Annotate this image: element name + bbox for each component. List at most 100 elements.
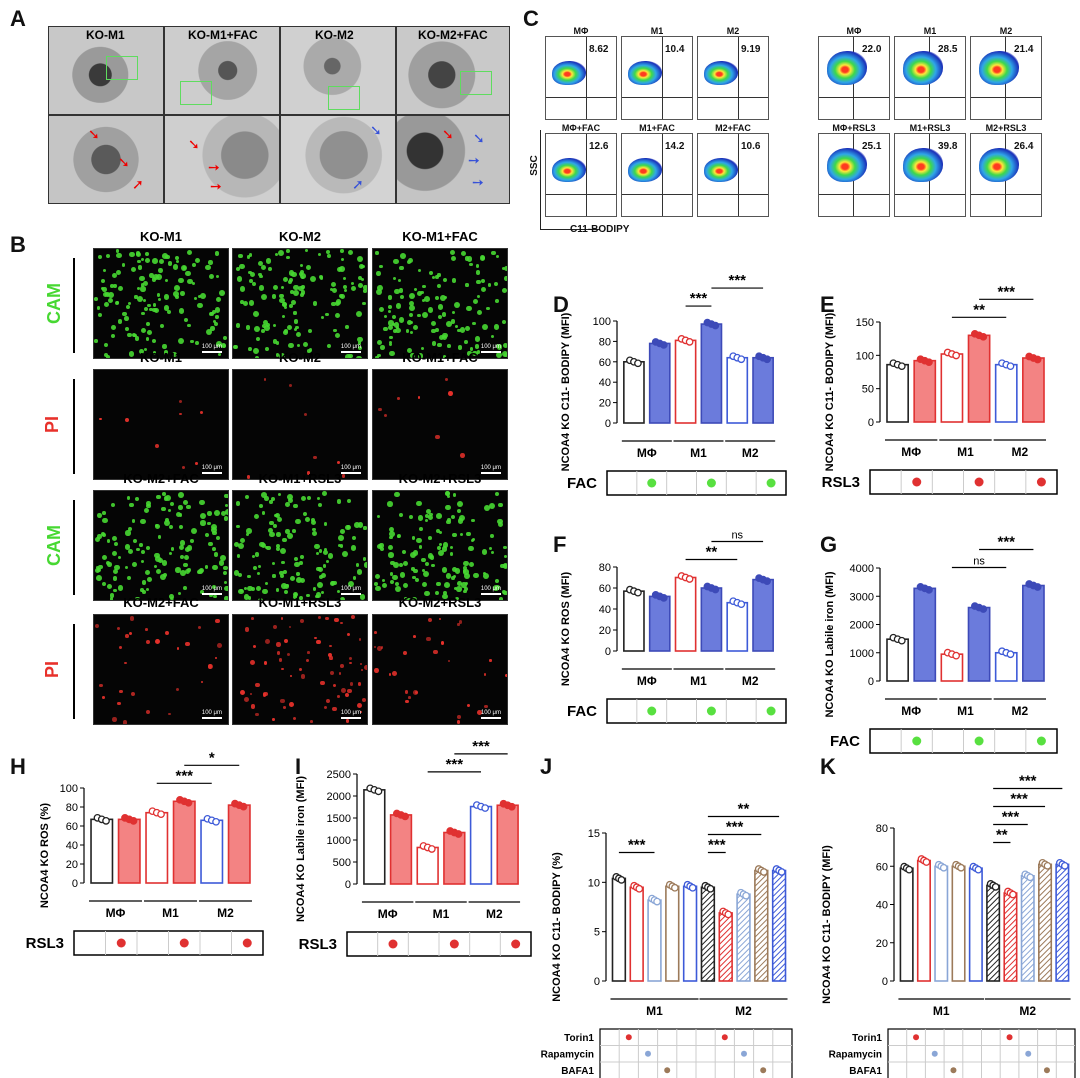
group-label: M2 <box>1011 445 1028 459</box>
data-point <box>366 784 375 793</box>
y-tick-label: 5 <box>594 927 600 939</box>
panel-letter-i: I <box>295 754 301 779</box>
bar <box>940 353 964 423</box>
data-point <box>704 883 712 892</box>
flow-percentage: 8.62 <box>589 44 609 55</box>
flow-cytometry-plot <box>545 36 617 120</box>
bar <box>172 800 196 884</box>
data-point <box>446 827 455 835</box>
flow-percentage: 9.19 <box>741 44 761 55</box>
data-point <box>1006 889 1015 897</box>
flow-plot-title: M2+FAC <box>715 123 751 133</box>
data-point <box>507 802 516 811</box>
treatment-dot <box>974 477 984 487</box>
group-label: MΦ <box>378 907 398 921</box>
data-point <box>129 816 138 825</box>
c-ylabel: SSC <box>528 155 540 176</box>
bar <box>940 653 964 682</box>
fluorescence-label: KO-M1+FAC <box>402 229 478 244</box>
group-label: M2 <box>742 674 759 688</box>
data-point <box>970 602 979 610</box>
data-point <box>634 359 642 368</box>
data-point <box>148 807 157 816</box>
flow-cytometry-plot <box>545 133 617 217</box>
group-label: M2 <box>1019 1004 1036 1018</box>
cam-stain-image: 100 μm <box>93 490 229 601</box>
bar <box>994 651 1018 682</box>
scale-label: 100 μm <box>480 710 501 716</box>
data-point <box>755 574 763 582</box>
treatment-dot <box>766 478 776 488</box>
scale-bar <box>481 351 501 353</box>
treatment-dot <box>706 478 716 488</box>
scale-label: 100 μm <box>340 344 361 350</box>
data-point <box>472 801 481 809</box>
density-blob <box>979 51 1019 85</box>
density-blob <box>827 51 867 85</box>
y-tick-label: 1000 <box>327 835 351 847</box>
scale-label: 100 μm <box>201 344 222 350</box>
em-image <box>396 26 510 115</box>
data-point <box>184 798 193 807</box>
quadrant-line <box>698 194 768 195</box>
data-point <box>706 884 715 893</box>
data-point <box>683 880 692 889</box>
bar <box>200 819 224 884</box>
group-label: M1 <box>690 674 707 688</box>
red-arrow-icon: ➘ <box>188 136 200 152</box>
roi-box <box>180 81 212 105</box>
y-tick-label: 1000 <box>850 648 874 660</box>
fluorescence-label: KO-M2+RSL3 <box>398 471 482 486</box>
panel-letter-b: B <box>10 232 26 257</box>
data-point <box>707 320 716 328</box>
em-label: KO-M2 <box>315 28 354 42</box>
group-label: M2 <box>742 446 759 460</box>
treatment-table <box>606 470 787 496</box>
treatment-label: FAC <box>830 733 860 750</box>
roi-box <box>328 86 360 110</box>
treatment-label: BAFA1 <box>849 1066 882 1077</box>
data-point <box>737 600 746 609</box>
data-point <box>943 648 952 657</box>
y-tick-label: 60 <box>876 861 888 873</box>
bar <box>899 867 914 982</box>
data-point <box>203 814 212 823</box>
bar <box>994 363 1018 423</box>
blue-arrow-icon: ➘ <box>473 130 485 146</box>
treatment-dot <box>1043 1067 1050 1074</box>
treatment-label: Rapamycin <box>829 1050 882 1061</box>
data-point <box>916 355 925 364</box>
data-point <box>1006 650 1015 659</box>
data-point <box>937 862 946 871</box>
bar <box>648 595 671 652</box>
data-point <box>737 888 745 897</box>
em-image <box>164 115 280 204</box>
treatment-dot <box>1025 1050 1032 1057</box>
panel-letter-d: D <box>553 292 569 317</box>
panel-letter-f: F <box>553 532 566 557</box>
data-point <box>632 883 641 892</box>
red-arrow-icon: ➘ <box>442 126 454 142</box>
fluorescence-label: KO-M1+FAC <box>402 350 478 365</box>
y-tick-label: 2000 <box>850 620 874 632</box>
significance-label: ** <box>996 827 1008 844</box>
data-point <box>975 603 983 612</box>
y-tick-label: 15 <box>588 828 600 840</box>
y-axis-label: NCOA4 KO ROS (MFI) <box>560 572 572 687</box>
treatment-table <box>73 930 264 956</box>
treatment-dot <box>706 706 716 716</box>
significance-label: *** <box>175 767 193 784</box>
flow-plot-title: M2+RSL3 <box>985 123 1027 133</box>
y-tick-label: 20 <box>876 938 888 950</box>
flow-plot-title: M1+FAC <box>639 123 675 133</box>
data-point <box>729 352 738 361</box>
bar <box>718 912 733 982</box>
quadrant-line <box>738 37 739 119</box>
data-point <box>701 881 710 890</box>
red-arrow-icon: ➘ <box>88 126 100 142</box>
bar <box>674 339 697 424</box>
data-point <box>897 636 906 645</box>
data-point <box>370 785 379 794</box>
flow-cytometry-plot <box>697 133 769 217</box>
quadrant-line <box>622 194 692 195</box>
